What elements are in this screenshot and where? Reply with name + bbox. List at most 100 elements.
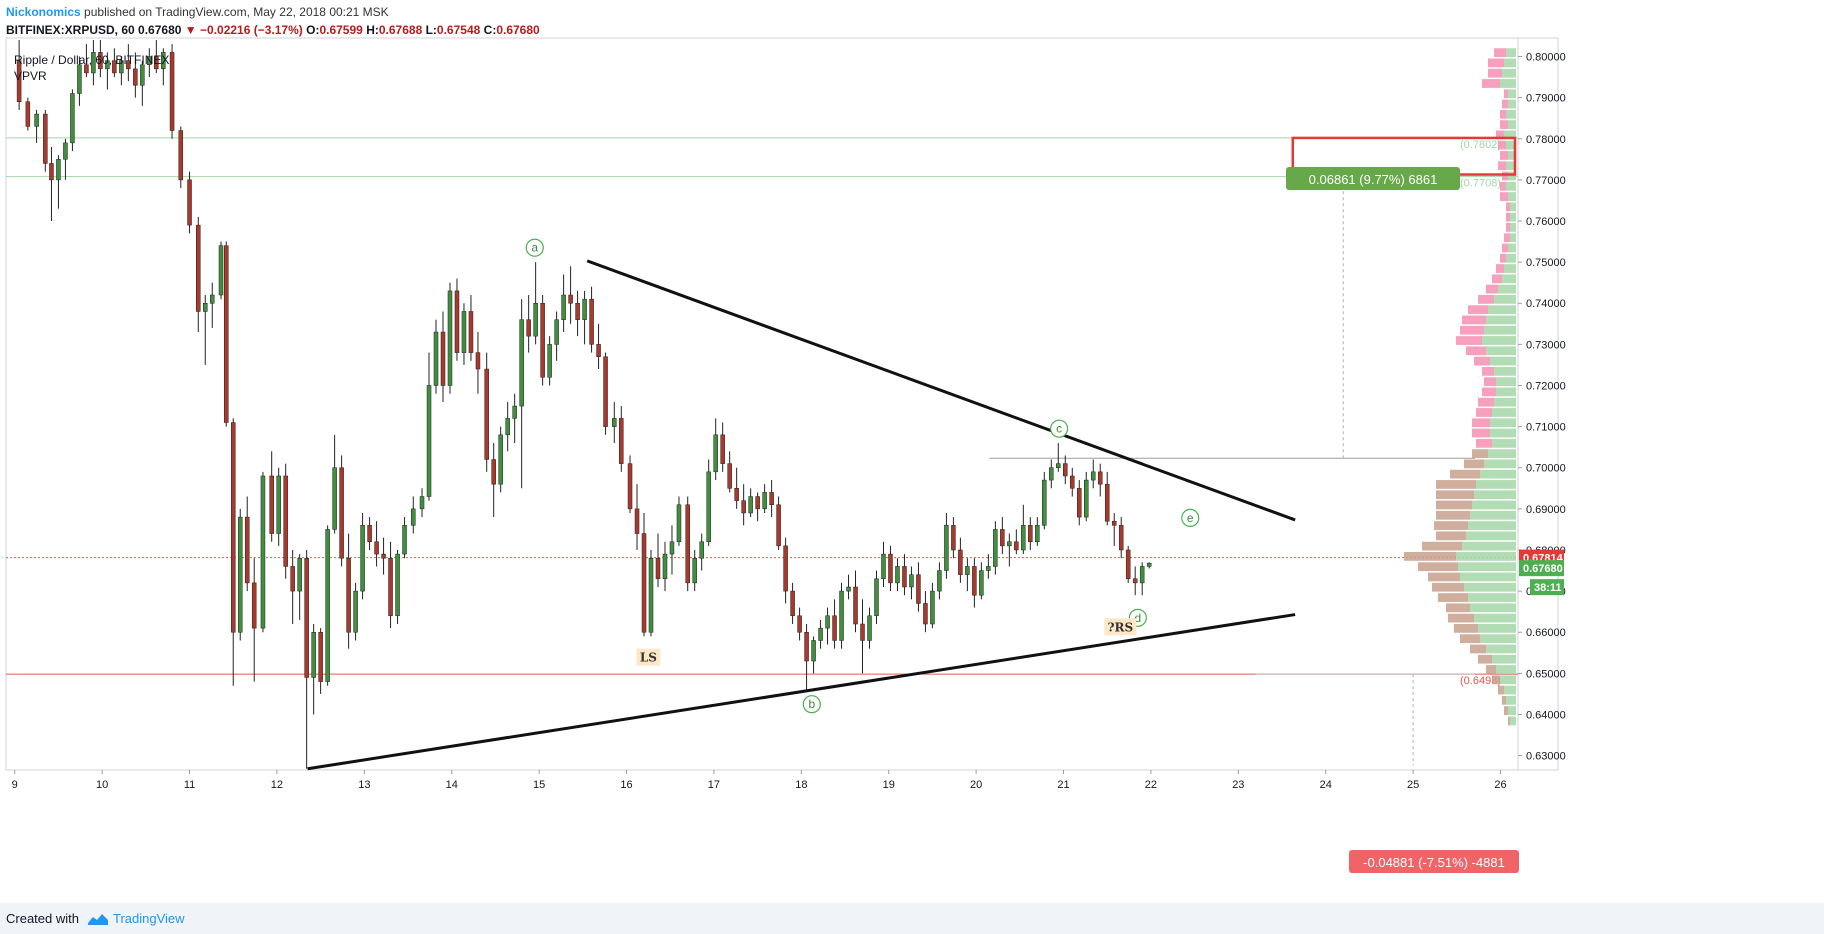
candle[interactable] <box>447 282 453 394</box>
candle[interactable] <box>43 109 48 172</box>
candle[interactable] <box>91 40 96 86</box>
candle[interactable] <box>1000 517 1005 555</box>
candle[interactable] <box>119 56 124 86</box>
candle[interactable] <box>986 554 991 579</box>
candle[interactable] <box>475 332 481 394</box>
candle[interactable] <box>547 336 552 386</box>
candle[interactable] <box>1007 533 1012 567</box>
candle[interactable] <box>461 303 467 365</box>
candle[interactable] <box>84 44 89 78</box>
candle[interactable] <box>655 533 661 587</box>
triangle-trendline[interactable] <box>307 613 1296 771</box>
candle[interactable] <box>169 44 175 139</box>
candle[interactable] <box>930 582 935 629</box>
candle[interactable] <box>154 40 159 73</box>
candle[interactable] <box>825 607 830 645</box>
candle[interactable] <box>1146 562 1152 569</box>
candle[interactable] <box>1056 443 1061 472</box>
candle[interactable] <box>734 467 739 509</box>
candle[interactable] <box>797 607 802 641</box>
candle[interactable] <box>367 517 372 550</box>
candle[interactable] <box>339 455 344 567</box>
candle[interactable] <box>290 549 295 625</box>
candle[interactable] <box>1090 459 1096 489</box>
candle[interactable] <box>203 295 208 365</box>
candle[interactable] <box>25 97 31 131</box>
candle[interactable] <box>1028 517 1033 550</box>
candle[interactable] <box>318 628 323 694</box>
candle[interactable] <box>881 541 886 587</box>
candle[interactable] <box>641 512 647 637</box>
candle[interactable] <box>1070 467 1075 497</box>
author-name[interactable]: Nickonomics <box>6 5 81 19</box>
candle[interactable] <box>218 241 224 300</box>
candle[interactable] <box>902 554 907 596</box>
candle[interactable] <box>360 512 365 600</box>
candle[interactable] <box>1035 517 1040 546</box>
candle[interactable] <box>346 533 351 649</box>
candle[interactable] <box>244 496 250 592</box>
candle[interactable] <box>888 545 893 592</box>
candle[interactable] <box>34 109 39 143</box>
candle[interactable] <box>874 570 879 625</box>
candle[interactable] <box>1063 455 1068 485</box>
candle[interactable] <box>853 570 858 633</box>
candle[interactable] <box>77 56 82 106</box>
candle[interactable] <box>98 40 103 78</box>
candle[interactable] <box>433 319 439 394</box>
candle[interactable] <box>685 496 690 592</box>
candle[interactable] <box>196 216 201 333</box>
candle[interactable] <box>958 537 963 583</box>
candle[interactable] <box>419 488 425 518</box>
tradingview-logo-icon[interactable] <box>87 912 109 926</box>
candle[interactable] <box>56 155 61 209</box>
pattern-label[interactable]: LS <box>636 648 661 666</box>
candle[interactable] <box>662 541 668 592</box>
candle[interactable] <box>304 549 309 769</box>
candle[interactable] <box>505 401 510 452</box>
candle[interactable] <box>1021 504 1026 555</box>
candle[interactable] <box>512 393 517 444</box>
candle[interactable] <box>706 459 711 546</box>
candle[interactable] <box>533 262 538 345</box>
candle[interactable] <box>402 517 407 559</box>
candle[interactable] <box>860 599 865 674</box>
candle[interactable] <box>916 562 921 612</box>
candle[interactable] <box>1132 566 1138 596</box>
candle[interactable] <box>1049 459 1054 489</box>
candle[interactable] <box>790 582 795 625</box>
candle[interactable] <box>867 607 872 649</box>
candle[interactable] <box>1111 512 1117 546</box>
candle[interactable] <box>937 562 942 600</box>
candle[interactable] <box>1118 517 1124 559</box>
candle[interactable] <box>411 496 416 534</box>
candle[interactable] <box>332 434 337 534</box>
candle[interactable] <box>105 52 110 90</box>
candle[interactable] <box>832 599 837 649</box>
candle[interactable] <box>972 558 977 608</box>
candle[interactable] <box>147 48 152 78</box>
candle[interactable] <box>979 562 984 600</box>
candle[interactable] <box>575 290 580 337</box>
candle[interactable] <box>223 241 229 427</box>
candle[interactable] <box>16 40 22 110</box>
candle[interactable] <box>783 537 788 604</box>
wave-label[interactable]: b <box>802 695 821 714</box>
candle[interactable] <box>311 624 316 715</box>
candle[interactable] <box>676 496 682 546</box>
candle[interactable] <box>818 619 823 649</box>
candle[interactable] <box>540 295 545 386</box>
candle[interactable] <box>426 352 432 501</box>
candle[interactable] <box>727 451 732 493</box>
candle[interactable] <box>395 549 400 625</box>
candle[interactable] <box>63 138 68 180</box>
candle[interactable] <box>669 525 675 575</box>
wave-label[interactable]: e <box>1181 508 1200 528</box>
candle[interactable] <box>762 484 767 513</box>
candle[interactable] <box>993 521 998 575</box>
candle[interactable] <box>1097 463 1103 497</box>
candle[interactable] <box>648 549 654 637</box>
candle[interactable] <box>811 636 816 674</box>
candle[interactable] <box>519 299 524 489</box>
price-chart[interactable]: (0.7802) (0.7708) (0.6498) a b c e d LS ?RS 0.068… <box>0 0 1824 903</box>
